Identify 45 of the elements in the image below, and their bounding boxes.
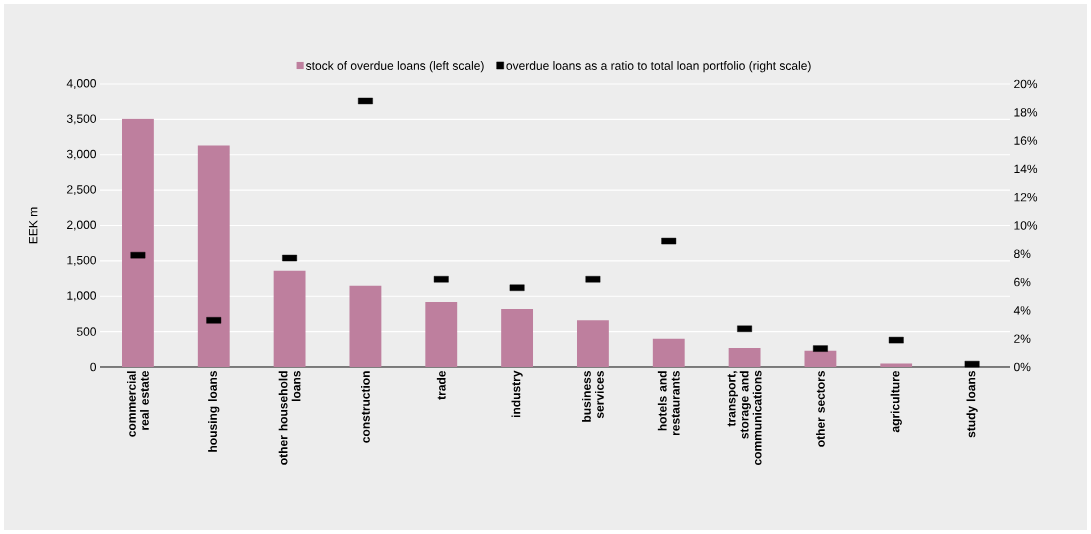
legend-label: stock of overdue loans (left scale) — [306, 61, 484, 73]
x-tick-label: business services — [582, 371, 604, 422]
y2-tick-label: 20% — [1014, 79, 1038, 89]
x-tick-label: agriculture — [890, 370, 902, 433]
x-tick-label: trade — [436, 370, 446, 400]
bar — [501, 308, 534, 367]
y-tick-label: 3,000 — [66, 149, 97, 160]
y2-tick-label: 6% — [1014, 277, 1031, 287]
y-tick-label: 2,500 — [67, 185, 97, 196]
y2-tick-label: 8% — [1014, 249, 1031, 259]
y-tick-label: 500 — [76, 327, 97, 336]
bar — [577, 320, 609, 367]
x-tick-label: transport, storage and communications — [727, 370, 762, 466]
x-tick-label: housing loans — [208, 371, 220, 452]
y-tick-label: 1,000 — [67, 291, 97, 302]
y-tick-label: 0 — [90, 362, 97, 372]
y2-tick-label: 10% — [1014, 221, 1038, 230]
bar — [425, 301, 458, 367]
bar — [652, 338, 685, 367]
bar — [122, 118, 154, 367]
x-tick-label: commercial real estate — [127, 370, 149, 437]
y2-tick-label: 18% — [1014, 108, 1038, 117]
y2-tick-label: 0% — [1014, 362, 1031, 372]
y-tick-label: 1,500 — [67, 255, 97, 266]
y2-tick-label: 2% — [1014, 334, 1031, 343]
y2-tick-label: 4% — [1013, 306, 1031, 315]
y2-tick-label: 16% — [1014, 136, 1038, 145]
bar — [197, 145, 230, 367]
bar — [880, 363, 913, 367]
legend-label: overdue loans as a ratio to total loan portfolio (right scale) — [506, 61, 811, 73]
y2-tick-label: 14% — [1014, 164, 1038, 174]
y-tick-label: 4,000 — [66, 79, 97, 89]
x-tick-label: industry — [511, 370, 523, 418]
bar — [728, 347, 761, 367]
bar — [273, 270, 306, 367]
x-tick-label: construction — [361, 371, 370, 443]
y-axis-title: EEK m — [29, 207, 38, 244]
y-tick-label: 3,500 — [66, 114, 97, 125]
bar — [804, 350, 837, 367]
bar — [349, 285, 382, 367]
x-tick-label: other household loans — [278, 371, 301, 465]
x-tick-label: other sectors — [816, 371, 825, 447]
y-tick-label: 2,000 — [67, 220, 97, 231]
x-tick-label: study loans — [966, 371, 978, 438]
y2-tick-label: 12% — [1014, 192, 1038, 202]
